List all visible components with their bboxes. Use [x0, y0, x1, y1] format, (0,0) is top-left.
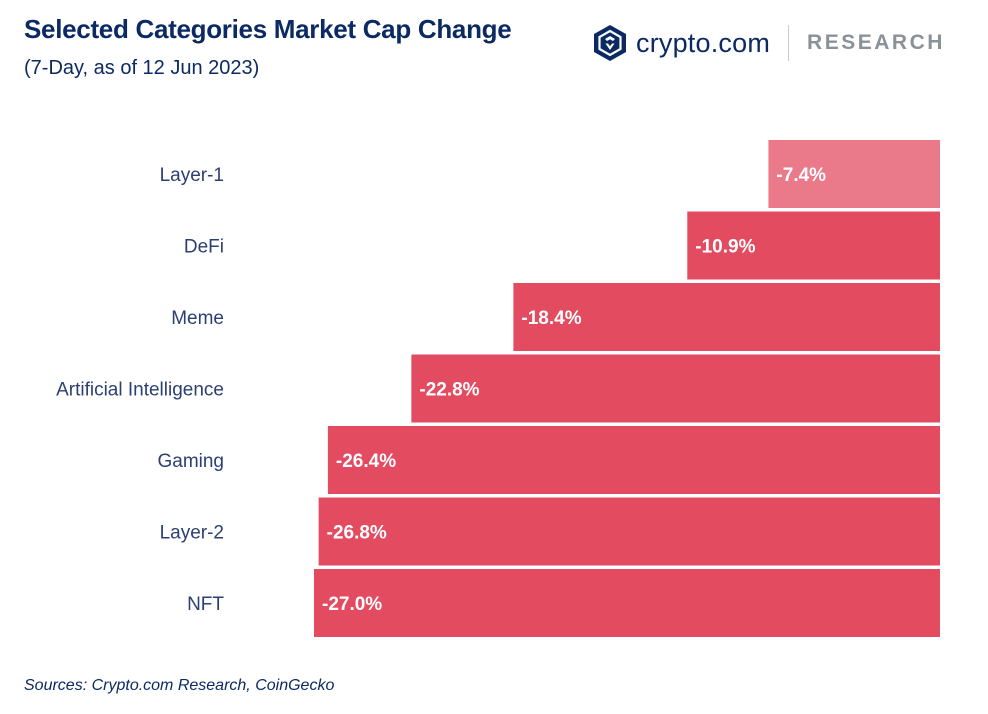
- brand-name: crypto.com: [636, 27, 771, 58]
- chart-title: Selected Categories Market Cap Change: [24, 14, 512, 44]
- category-label: Artificial Intelligence: [56, 380, 224, 401]
- category-label: Layer-1: [160, 165, 224, 186]
- bar-layer-1: [768, 140, 940, 208]
- crypto-com-lion-shield-icon: [594, 25, 626, 61]
- chart-subtitle: (7-Day, as of 12 Jun 2023): [24, 57, 260, 79]
- bar-artificial-intelligence: [411, 354, 940, 423]
- category-label: DeFi: [184, 237, 224, 258]
- data-label: -26.8%: [327, 523, 387, 544]
- data-label: -27.0%: [322, 594, 382, 615]
- data-label: -18.4%: [521, 308, 581, 329]
- source-note: Sources: Crypto.com Research, CoinGecko: [24, 677, 335, 694]
- bar-defi: [687, 211, 940, 280]
- logo-divider: [788, 25, 790, 61]
- bar-meme: [513, 283, 940, 351]
- category-label: NFT: [187, 594, 224, 615]
- brand-logo: crypto.com RESEARCH: [593, 22, 945, 64]
- bar-nft: [314, 569, 940, 637]
- category-label: Gaming: [157, 451, 224, 472]
- category-label: Meme: [171, 308, 224, 329]
- data-label: -26.4%: [336, 451, 396, 472]
- data-label: -7.4%: [776, 165, 826, 186]
- category-label: Layer-2: [160, 523, 224, 544]
- data-label: -10.9%: [695, 237, 755, 258]
- bar-gaming: [327, 426, 940, 494]
- data-label: -22.8%: [419, 380, 479, 401]
- brand-research-label: RESEARCH: [807, 31, 945, 54]
- bar-layer-2: [318, 497, 940, 566]
